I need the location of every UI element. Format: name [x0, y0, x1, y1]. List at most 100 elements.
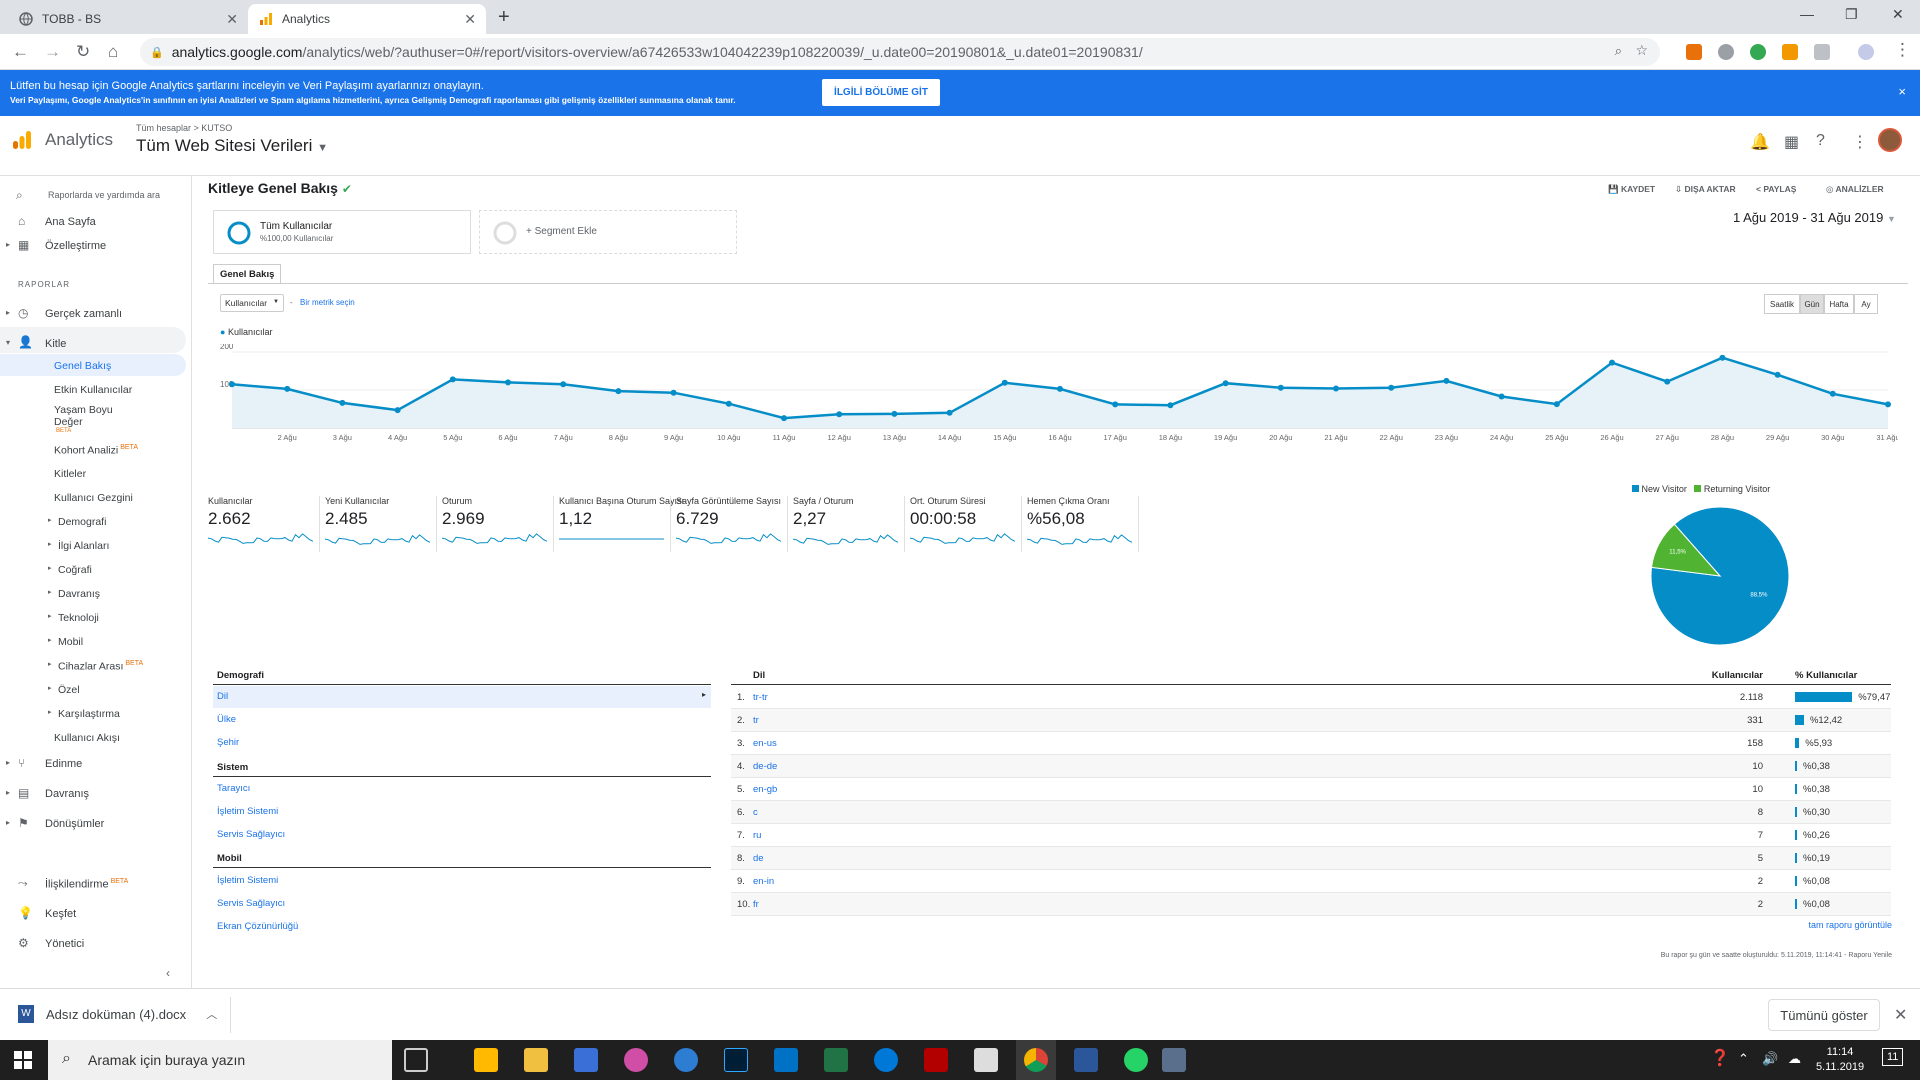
metric-dropdown[interactable]: Kullanıcılar ▼: [220, 294, 284, 312]
excel-icon[interactable]: [824, 1048, 848, 1072]
language-link[interactable]: en-in: [753, 876, 775, 887]
language-link[interactable]: en-us: [753, 738, 777, 749]
bookmark-star-icon[interactable]: ☆: [1635, 42, 1648, 58]
segment-all-users[interactable]: Tüm Kullanıcılar %100,00 Kullanıcılar: [213, 210, 471, 254]
granularity-day[interactable]: Gün: [1800, 294, 1824, 314]
forward-icon[interactable]: →: [44, 42, 61, 61]
minimize-icon[interactable]: —: [1800, 6, 1814, 22]
bell-icon[interactable]: 🔔: [1750, 134, 1770, 151]
granularity-hourly[interactable]: Saatlik: [1764, 294, 1800, 314]
sidebar-item-interests[interactable]: İlgi Alanları: [58, 540, 110, 552]
sidebar-item-benchmarking[interactable]: Karşılaştırma: [58, 708, 120, 720]
language-link[interactable]: en-gb: [753, 784, 778, 795]
sidebar-item-user-explorer[interactable]: Kullanıcı Gezgini: [54, 492, 133, 504]
zoom-icon[interactable]: ⌕: [1614, 43, 1622, 58]
reload-icon[interactable]: ↻: [76, 42, 91, 61]
chrome-icon[interactable]: [1024, 1048, 1048, 1072]
sidebar-item-cross-device[interactable]: Cihazlar Arası BETA: [58, 660, 143, 673]
network-icon[interactable]: ☁: [1788, 1051, 1801, 1066]
sidebar-item-attribution[interactable]: İlişkilendirme BETA: [45, 878, 128, 891]
sidebar-item-audience[interactable]: Kitle: [45, 338, 67, 350]
expand-arrow-icon[interactable]: ▸: [6, 788, 11, 797]
help-icon[interactable]: ?: [1816, 132, 1825, 149]
show-all-downloads-button[interactable]: Tümünü göster: [1768, 999, 1880, 1031]
language-link[interactable]: fr: [753, 899, 759, 910]
collapse-sidebar-icon[interactable]: ‹: [166, 966, 170, 980]
new-tab-button[interactable]: +: [498, 6, 510, 28]
sidebar-item-realtime[interactable]: Gerçek zamanlı: [45, 308, 123, 320]
expand-arrow-icon[interactable]: ▸: [48, 589, 52, 596]
whatsapp-icon[interactable]: [1124, 1048, 1148, 1072]
expand-arrow-icon[interactable]: ▸: [48, 637, 52, 644]
extension-orange-icon[interactable]: [1782, 44, 1798, 60]
sidebar-item-behavior-sub[interactable]: Davranış: [58, 588, 101, 600]
expand-arrow-icon[interactable]: ▸: [48, 541, 52, 548]
save-button[interactable]: 💾 KAYDET: [1608, 184, 1655, 195]
volume-icon[interactable]: 🔊: [1762, 1051, 1779, 1066]
photoshop-icon[interactable]: [724, 1048, 748, 1072]
view-full-report-link[interactable]: tam raporu görüntüle: [1808, 920, 1892, 930]
word-icon[interactable]: [1074, 1048, 1098, 1072]
filezilla-icon[interactable]: [924, 1048, 948, 1072]
system-link-browser[interactable]: Tarayıcı: [217, 783, 251, 794]
app-icon-document[interactable]: [974, 1048, 998, 1072]
tab-analytics[interactable]: Analytics ✕: [248, 4, 486, 34]
granularity-week[interactable]: Hafta: [1824, 294, 1854, 314]
app-icon-chat[interactable]: [674, 1048, 698, 1072]
store-icon[interactable]: [474, 1048, 498, 1072]
extension-green-icon[interactable]: [1750, 44, 1766, 60]
extension-cloud-icon[interactable]: [1718, 44, 1734, 60]
granularity-month[interactable]: Ay: [1854, 294, 1878, 314]
language-link[interactable]: de: [753, 853, 764, 864]
home-icon[interactable]: ⌂: [108, 42, 119, 61]
demography-link-city[interactable]: Şehir: [217, 737, 240, 748]
sidebar-item-custom[interactable]: Özel: [58, 684, 80, 696]
pie-slice-returning-visitor[interactable]: [1650, 523, 1722, 577]
mobile-link-os[interactable]: İşletim Sistemi: [217, 875, 279, 886]
sidebar-item-admin[interactable]: Yönetici: [45, 938, 85, 950]
sidebar-item-customize[interactable]: Özelleştirme: [45, 240, 107, 252]
expand-arrow-icon[interactable]: ▸: [6, 818, 11, 827]
expand-arrow-icon[interactable]: ▸: [6, 240, 11, 249]
expand-arrow-icon[interactable]: ▸: [48, 709, 52, 716]
scorecard[interactable]: Sayfa Görüntüleme Sayısı 6.729: [676, 496, 811, 556]
extension-cast-icon[interactable]: [1814, 44, 1830, 60]
download-item[interactable]: W Adsız doküman (4).docx ︿: [18, 1005, 217, 1023]
tab-tobb[interactable]: TOBB - BS ✕: [8, 4, 248, 34]
system-link-provider[interactable]: Servis Sağlayıcı: [217, 829, 286, 840]
app-icon-blue[interactable]: [574, 1048, 598, 1072]
app-icon-monitor[interactable]: [1162, 1048, 1186, 1072]
expand-arrow-icon[interactable]: ▸: [6, 758, 11, 767]
share-button[interactable]: < PAYLAŞ: [1756, 184, 1796, 194]
close-shelf-icon[interactable]: ✕: [1894, 1007, 1908, 1024]
outlook-icon[interactable]: [774, 1048, 798, 1072]
chevron-up-icon[interactable]: ⌃: [1738, 1051, 1749, 1066]
profile-icon[interactable]: [1858, 44, 1874, 60]
scorecard[interactable]: Yeni Kullanıcılar 2.485: [325, 496, 460, 556]
language-link[interactable]: tr-tr: [753, 692, 768, 703]
go-to-section-button[interactable]: İLGİLİ BÖLÜME GİT: [822, 79, 940, 106]
sidebar-item-cohort[interactable]: Kohort Analizi BETA: [54, 444, 138, 457]
windows-start-icon[interactable]: [14, 1051, 32, 1069]
expand-arrow-icon[interactable]: ▸: [48, 661, 52, 668]
avatar[interactable]: [1878, 128, 1902, 152]
extension-office-icon[interactable]: [1686, 44, 1702, 60]
sidebar-item-users-flow[interactable]: Kullanıcı Akışı: [54, 732, 120, 744]
sidebar-item-technology[interactable]: Teknoloji: [58, 612, 99, 624]
language-link[interactable]: tr: [753, 715, 759, 726]
app-icon-multicolor[interactable]: [624, 1048, 648, 1072]
close-tab-icon[interactable]: ✕: [464, 10, 476, 27]
language-link[interactable]: c: [753, 807, 758, 818]
apps-grid-icon[interactable]: ▦: [1784, 134, 1800, 151]
sidebar-item-geo[interactable]: Coğrafi: [58, 564, 92, 576]
expand-arrow-icon[interactable]: ▸: [6, 308, 11, 317]
sidebar-item-audiences[interactable]: Kitleler: [54, 468, 87, 480]
sidebar-item-overview[interactable]: Genel Bakış: [54, 360, 112, 372]
sidebar-item-active-users[interactable]: Etkin Kullanıcılar: [54, 384, 133, 396]
close-window-icon[interactable]: ✕: [1892, 6, 1904, 22]
help-tray-icon[interactable]: ❓: [1710, 1050, 1730, 1067]
mobile-link-resolution[interactable]: Ekran Çözünürlüğü: [217, 921, 299, 932]
add-segment-button[interactable]: + Segment Ekle: [479, 210, 737, 254]
language-link[interactable]: ru: [753, 830, 762, 841]
edge-icon[interactable]: [874, 1048, 898, 1072]
